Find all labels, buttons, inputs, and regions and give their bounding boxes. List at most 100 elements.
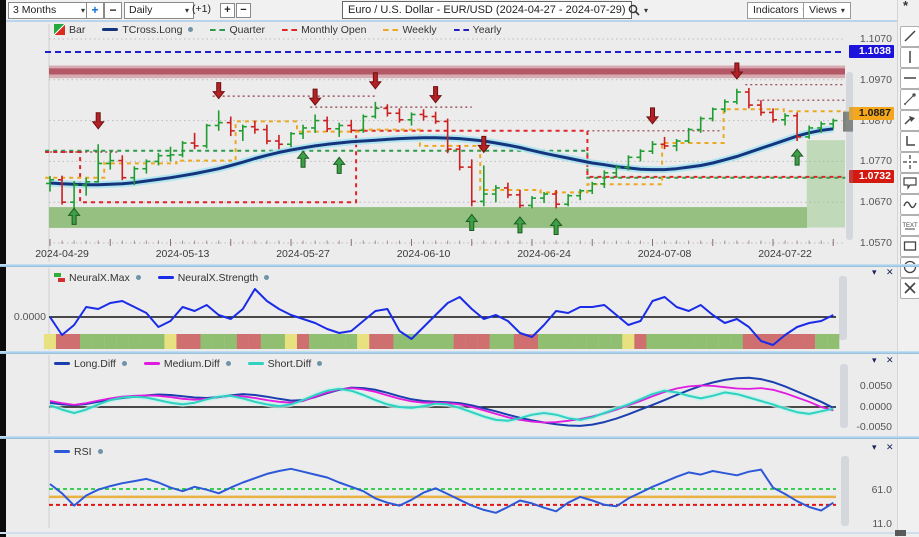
neural-panel-close[interactable]: ✕ — [886, 267, 894, 277]
rsi-panel-close[interactable]: ✕ — [886, 442, 894, 452]
dash-legend-icon — [383, 28, 399, 31]
neural-max-cell — [176, 334, 189, 349]
sell-signal-arrow — [91, 112, 105, 130]
legend-item-medium-diff[interactable]: Medium.Diff — [143, 358, 231, 370]
legend-item-weekly[interactable]: Weekly — [383, 23, 437, 36]
diff-panel-collapse[interactable]: ▾ — [872, 355, 877, 365]
rsi-axis-label: 61.0 — [871, 484, 892, 496]
price-scrollbar[interactable] — [846, 72, 853, 240]
neural-scrollbar[interactable] — [839, 276, 847, 340]
neural-panel-collapse[interactable]: ▾ — [872, 267, 877, 277]
zoom-out-button[interactable]: − — [104, 2, 122, 19]
neural-max-cell — [477, 334, 490, 349]
zoom-in-button[interactable]: + — [86, 2, 104, 19]
resize-corner[interactable] — [895, 530, 906, 536]
panel-divider[interactable] — [0, 351, 919, 354]
legend-item-quarter[interactable]: Quarter — [210, 24, 265, 36]
neural-max-cell — [272, 334, 286, 349]
neural-max-cell — [803, 334, 816, 349]
erase-tool-button[interactable] — [900, 278, 919, 299]
neural-max-cell — [827, 334, 840, 349]
neural-max-cell — [104, 334, 117, 349]
text-tool-button[interactable]: TEXT — [900, 215, 919, 236]
neural-max-cell — [381, 334, 394, 349]
neural-max-cell — [212, 334, 225, 349]
trendline-icon — [904, 30, 916, 42]
rsi-panel-collapse[interactable]: ▾ — [872, 442, 877, 452]
views-button[interactable]: Views ▾ — [803, 2, 851, 19]
neural-zero-label: 0.0000 — [13, 311, 46, 323]
diff-axis-label: 0.0050 — [859, 380, 892, 392]
trendline-tool-button[interactable] — [900, 26, 919, 47]
legend-item-neuralx-strength[interactable]: NeuralX.Strength — [157, 272, 270, 284]
rectangle-tool-button[interactable] — [900, 236, 919, 257]
neural-max-cell — [537, 334, 551, 349]
legend-label: Bar — [69, 23, 86, 36]
neural-max-cell — [92, 334, 105, 349]
search-dropdown-icon[interactable]: ▾ — [644, 6, 649, 15]
line-legend-icon — [157, 276, 174, 279]
info-dot-icon[interactable] — [317, 361, 323, 366]
neural-max-cell — [489, 334, 502, 349]
favorites-star[interactable]: * — [903, 0, 909, 13]
symbol-title-field[interactable]: Euro / U.S. Dollar - EUR/USD (2024-04-27… — [342, 1, 632, 19]
ellipse-tool-button[interactable] — [900, 257, 919, 278]
neural-max-cell — [501, 334, 514, 349]
neural-max-cell — [284, 334, 298, 349]
neural-max-cell — [296, 334, 310, 349]
legend-label: TCross.Long — [122, 23, 183, 36]
horizontal-line-tool-button[interactable] — [900, 68, 919, 89]
legend-item-long-diff[interactable]: Long.Diff — [54, 358, 127, 370]
legend-item-yearly[interactable]: Yearly — [453, 23, 502, 36]
neural-max-cell — [586, 334, 599, 349]
bar-plus-button[interactable]: + — [220, 3, 235, 18]
neural-max-cell — [766, 334, 780, 349]
info-dot-icon[interactable] — [264, 275, 270, 280]
legend-item-tcross-long[interactable]: TCross.Long — [102, 23, 194, 36]
info-dot-icon[interactable] — [97, 449, 103, 454]
neural-max-cell — [730, 334, 743, 349]
angle-icon — [906, 136, 915, 146]
bar-minus-button[interactable]: − — [236, 3, 251, 18]
neural-max-cell — [321, 334, 334, 349]
diff-legend: Long.Diff Medium.Diff Short.Diff — [54, 357, 323, 370]
panel-divider[interactable] — [0, 264, 919, 267]
pen-tool-button[interactable] — [900, 89, 919, 110]
buy-signal-arrow — [465, 213, 479, 231]
crosshair-tool-button[interactable] — [900, 152, 919, 173]
neural-max-cell — [152, 334, 165, 349]
info-dot-icon[interactable] — [188, 27, 194, 32]
legend-item-rsi[interactable]: RSI — [54, 446, 103, 458]
wave-tool-button[interactable] — [900, 194, 919, 215]
vertical-line-tool-button[interactable] — [900, 47, 919, 68]
diff-panel-close[interactable]: ✕ — [886, 355, 894, 365]
angle-tool-button[interactable] — [900, 131, 919, 152]
range-select[interactable]: 3 Months ▾ — [8, 2, 90, 19]
indicators-button-label: Indicators — [753, 4, 799, 16]
buy-signal-arrow — [67, 207, 81, 225]
rectangle-icon — [903, 241, 917, 251]
search-icon[interactable] — [627, 3, 641, 17]
legend-item-neuralx-max[interactable]: NeuralX.Max — [54, 272, 141, 284]
legend-label: Weekly — [402, 23, 437, 36]
neural-max-cell — [224, 334, 237, 349]
arrow-mark-tool-button[interactable] — [900, 110, 919, 131]
panel-divider[interactable] — [0, 436, 919, 439]
legend-item-short-diff[interactable]: Short.Diff — [247, 358, 323, 370]
interval-select[interactable]: Daily ▾ — [124, 2, 194, 19]
neural-max-cell — [80, 334, 93, 349]
info-dot-icon[interactable] — [135, 275, 141, 280]
callout-tool-button[interactable] — [900, 173, 919, 194]
legend-label: Yearly — [472, 23, 502, 36]
legend-item-bar[interactable]: Bar — [54, 24, 85, 36]
price-axis-label: 1.0770 — [859, 155, 892, 168]
info-dot-icon[interactable] — [225, 361, 231, 366]
chevron-down-icon: ▾ — [184, 6, 189, 15]
legend-item-monthly-open[interactable]: Monthly Open — [282, 24, 366, 36]
rsi-scrollbar[interactable] — [841, 456, 849, 526]
neural-max-cell — [791, 334, 804, 349]
diff-scrollbar[interactable] — [840, 364, 848, 428]
info-dot-icon[interactable] — [121, 361, 127, 366]
